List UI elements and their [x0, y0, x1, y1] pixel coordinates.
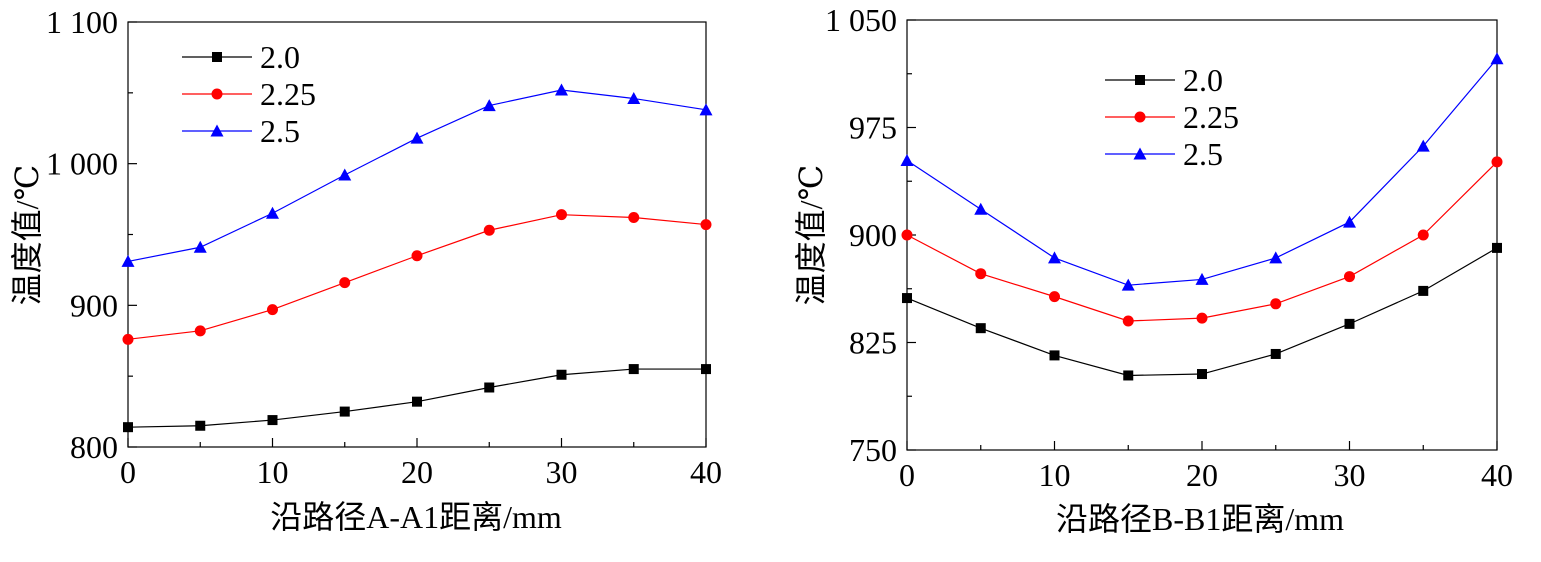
y-axis-title: 温度值/℃ — [793, 165, 829, 306]
data-point — [411, 250, 423, 262]
data-point — [700, 219, 712, 231]
data-point — [699, 103, 713, 116]
data-point — [339, 406, 350, 417]
data-point — [1344, 318, 1355, 329]
y-tick-label: 1 000 — [46, 146, 118, 182]
series-line — [906, 247, 1498, 377]
data-point — [122, 333, 134, 345]
data-point — [338, 168, 352, 181]
data-point — [1491, 156, 1503, 168]
y-axis-title: 温度值/℃ — [9, 165, 45, 306]
data-point — [1195, 272, 1209, 285]
x-tick-label: 40 — [1481, 457, 1513, 493]
x-axis-title: 沿路径A-A1距离/mm — [270, 499, 562, 535]
data-point — [628, 364, 639, 375]
data-point — [1048, 251, 1061, 264]
data-point — [975, 323, 986, 334]
legend-marker — [210, 124, 224, 137]
x-tick-label: 0 — [120, 454, 136, 490]
data-point — [1343, 215, 1356, 228]
data-point — [123, 422, 133, 433]
x-tick-label: 20 — [401, 454, 433, 490]
data-point — [1344, 271, 1355, 283]
x-tick-label: 10 — [1039, 457, 1071, 493]
legend-label: 2.0 — [260, 39, 300, 75]
legend-marker — [211, 88, 223, 100]
legend-marker — [1135, 75, 1145, 85]
legend-label: 2.25 — [260, 76, 316, 112]
y-tick-label: 975 — [849, 110, 897, 146]
series-line — [127, 89, 707, 263]
plot-frame — [127, 21, 707, 448]
data-point — [1417, 229, 1429, 241]
data-point — [193, 240, 207, 253]
data-point — [627, 92, 641, 104]
data-point — [556, 369, 567, 380]
data-point — [974, 202, 988, 215]
y-tick-label: 1 050 — [825, 2, 897, 38]
data-point — [556, 209, 567, 221]
legend-label: 2.5 — [1183, 136, 1223, 172]
x-tick-label: 0 — [899, 457, 915, 493]
y-tick-label: 900 — [849, 217, 897, 253]
y-tick-label: 1 100 — [46, 4, 118, 40]
data-point — [902, 293, 912, 304]
data-point — [1122, 315, 1134, 327]
x-tick-label: 40 — [690, 454, 722, 490]
data-point — [1270, 298, 1282, 310]
data-point — [1049, 350, 1060, 361]
data-point — [1197, 369, 1207, 380]
data-point — [1270, 348, 1281, 359]
data-point — [900, 153, 914, 166]
data-point — [901, 229, 913, 241]
legend-label: 2.25 — [1183, 99, 1239, 135]
data-point — [1418, 285, 1429, 296]
x-tick-label: 30 — [546, 454, 578, 490]
data-point — [1490, 52, 1504, 65]
x-tick-label: 30 — [1334, 457, 1366, 493]
x-tick-label: 10 — [257, 454, 289, 490]
legend-marker — [1134, 111, 1146, 123]
legend-label: 2.5 — [260, 113, 300, 149]
data-point — [1492, 242, 1502, 253]
data-point — [412, 396, 422, 407]
data-point — [266, 206, 279, 219]
data-point — [1049, 291, 1060, 303]
data-point — [628, 212, 640, 223]
data-point — [1123, 370, 1134, 381]
data-point — [1121, 278, 1135, 291]
data-point — [410, 131, 424, 144]
data-point — [555, 83, 568, 96]
data-point — [1269, 251, 1283, 264]
data-point — [339, 277, 351, 289]
chart-path-b-b1: 750 825 900 975 1 050 0 10 20 30 40 沿路径B-B1距离/mm 温度… — [793, 2, 1513, 537]
data-point — [267, 415, 278, 426]
x-tick-label: 20 — [1186, 457, 1218, 493]
legend-label: 2.0 — [1183, 62, 1223, 98]
data-point — [1196, 312, 1208, 324]
x-axis-title: 沿路径B-B1距离/mm — [1056, 501, 1344, 537]
legend-marker — [1133, 147, 1147, 160]
data-point — [267, 304, 278, 316]
y-tick-label: 800 — [70, 429, 118, 465]
data-point — [195, 420, 206, 431]
series-line — [127, 214, 707, 340]
data-point — [701, 364, 711, 375]
data-point — [484, 382, 495, 393]
legend-marker — [212, 52, 222, 62]
data-point — [482, 99, 496, 112]
y-tick-label: 900 — [70, 287, 118, 323]
data-point — [483, 224, 495, 236]
y-tick-label: 825 — [849, 325, 897, 361]
data-point — [194, 325, 206, 337]
data-point — [975, 268, 987, 280]
data-point — [1416, 139, 1430, 152]
data-point — [121, 254, 135, 267]
y-tick-label: 750 — [849, 432, 897, 468]
